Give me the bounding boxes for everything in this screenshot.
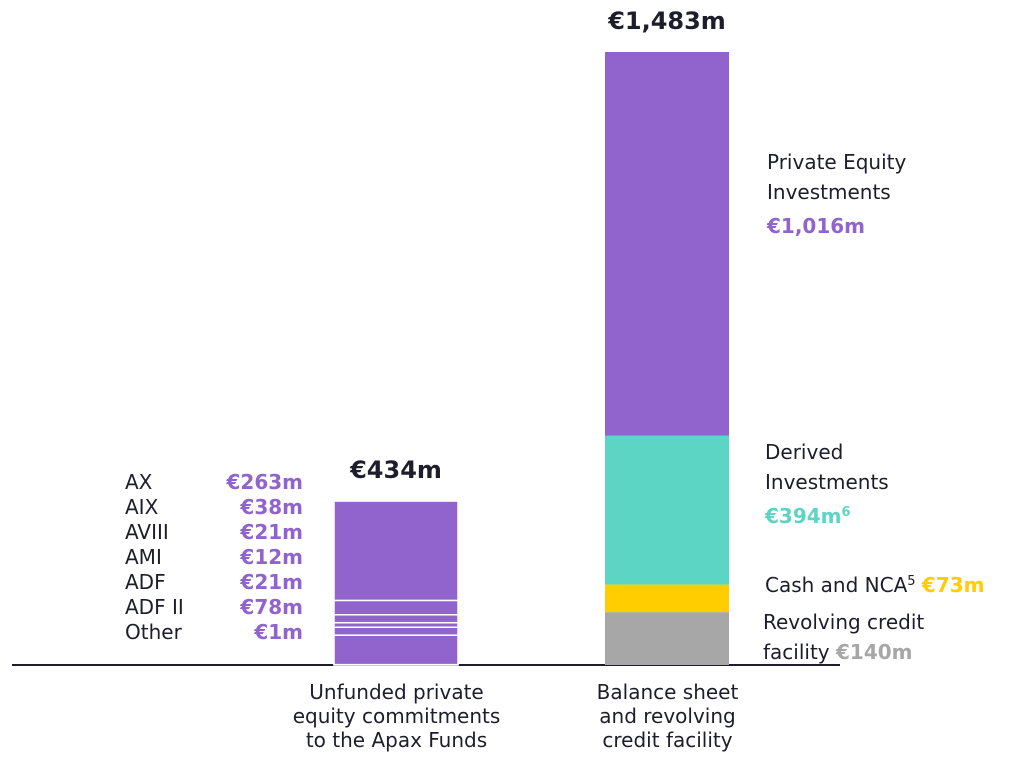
total-value: €434m xyxy=(350,456,442,485)
bar-segment xyxy=(605,612,729,665)
bar-segment xyxy=(333,614,459,624)
footnote: 6 xyxy=(841,505,851,520)
segment-value-text: €73m xyxy=(921,573,985,597)
segment-value-text: €12m xyxy=(240,545,303,569)
segment-name: ADF xyxy=(125,570,166,594)
segment-label: ADF xyxy=(125,569,166,595)
segment-value-text: €1,016m xyxy=(767,214,866,238)
segment-value: €263m xyxy=(180,469,303,495)
segment-value-text: €38m xyxy=(240,495,303,519)
segment-value-text: €21m xyxy=(240,520,303,544)
segment-label: Derived Investments €394m6 xyxy=(765,437,965,531)
segment-label: Other xyxy=(125,619,182,645)
total-label: €434m xyxy=(334,457,458,483)
bar-segment xyxy=(605,435,729,585)
total-label: €1,483m xyxy=(605,8,729,34)
segment-name: AMI xyxy=(125,545,162,569)
bar-segment xyxy=(333,599,459,616)
segment-value: €78m xyxy=(180,594,303,620)
total-value: €1,483m xyxy=(608,7,726,35)
segment-name: AX xyxy=(125,470,153,494)
segment-label: AVIII xyxy=(125,519,169,545)
category: Unfunded private equity commitments to t… xyxy=(292,680,501,752)
segment-value: €38m xyxy=(180,494,303,520)
segment-value: €12m xyxy=(180,544,303,570)
segment-name: ADF II xyxy=(125,595,184,619)
segment-name: Cash and NCA xyxy=(765,573,908,597)
segment-name: Private Equity Investments xyxy=(767,150,907,204)
segment-label: Private Equity Investments €1,016m xyxy=(767,147,987,241)
segment-value: €1m xyxy=(180,619,303,645)
segment-name: AVIII xyxy=(125,520,169,544)
segment-label: AMI xyxy=(125,544,162,570)
segment-label: Cash and NCA5 €73m xyxy=(765,570,1035,600)
segment-value: €21m xyxy=(180,569,303,595)
segment-label: AIX xyxy=(125,494,158,520)
bar-segment xyxy=(333,626,459,636)
bar-segment xyxy=(333,634,459,666)
segment-value-text: €394m6 xyxy=(765,504,851,528)
bar-segment xyxy=(605,52,729,436)
segment-name: Other xyxy=(125,620,182,644)
category: Balance sheet and revolving credit facil… xyxy=(596,680,739,752)
category-label: Balance sheet and revolving credit facil… xyxy=(580,680,755,752)
segment-value: €21m xyxy=(180,519,303,545)
segment-label: Revolving credit facility €140m xyxy=(763,607,993,667)
segment-value-text: €1m xyxy=(254,620,303,644)
category-label: Unfunded private equity commitments to t… xyxy=(289,680,504,752)
segment-name: Derived Investments xyxy=(765,440,889,494)
segment-value-text: €140m xyxy=(836,640,913,664)
footnote: 5 xyxy=(907,574,916,589)
bar-segment xyxy=(605,584,729,613)
segment-name: AIX xyxy=(125,495,159,519)
segment-name: Revolving credit facility xyxy=(763,610,925,664)
segment-label: AX xyxy=(125,469,152,495)
segment-value-text: €263m xyxy=(226,470,303,494)
bar-segment xyxy=(333,500,459,602)
segment-label: ADF II xyxy=(125,594,184,620)
segment-value-text: €21m xyxy=(240,570,303,594)
segment-value-text: €78m xyxy=(240,595,303,619)
